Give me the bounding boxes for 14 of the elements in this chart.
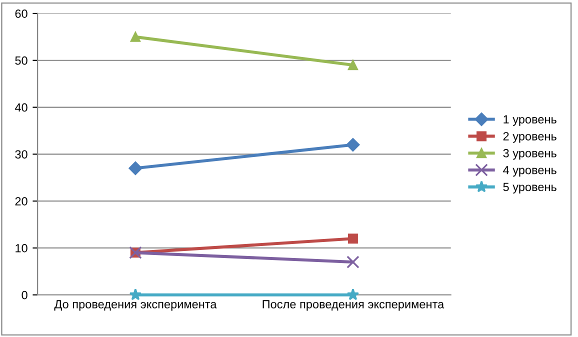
y-tick-label: 20 [15, 197, 28, 206]
y-tick-label: 50 [15, 56, 28, 65]
y-tick-label: 40 [14, 103, 28, 112]
x-tick-label: После проведения эксперимента [262, 300, 444, 311]
x-tick-label: До проведения эксперимента [54, 300, 217, 311]
legend-label: 4 уровень [503, 166, 556, 177]
y-tick-label: 60 [15, 10, 28, 18]
legend-label: 3 уровень [503, 148, 556, 160]
y-tick-label: 30 [15, 150, 28, 159]
y-tick-label: 10 [16, 244, 28, 252]
legend-label: 2 уровень [503, 132, 556, 143]
legend-label: 1 уровень [504, 115, 556, 126]
legend-label: 5 уровень [503, 182, 556, 194]
y-tick-label: 0 [22, 290, 28, 300]
